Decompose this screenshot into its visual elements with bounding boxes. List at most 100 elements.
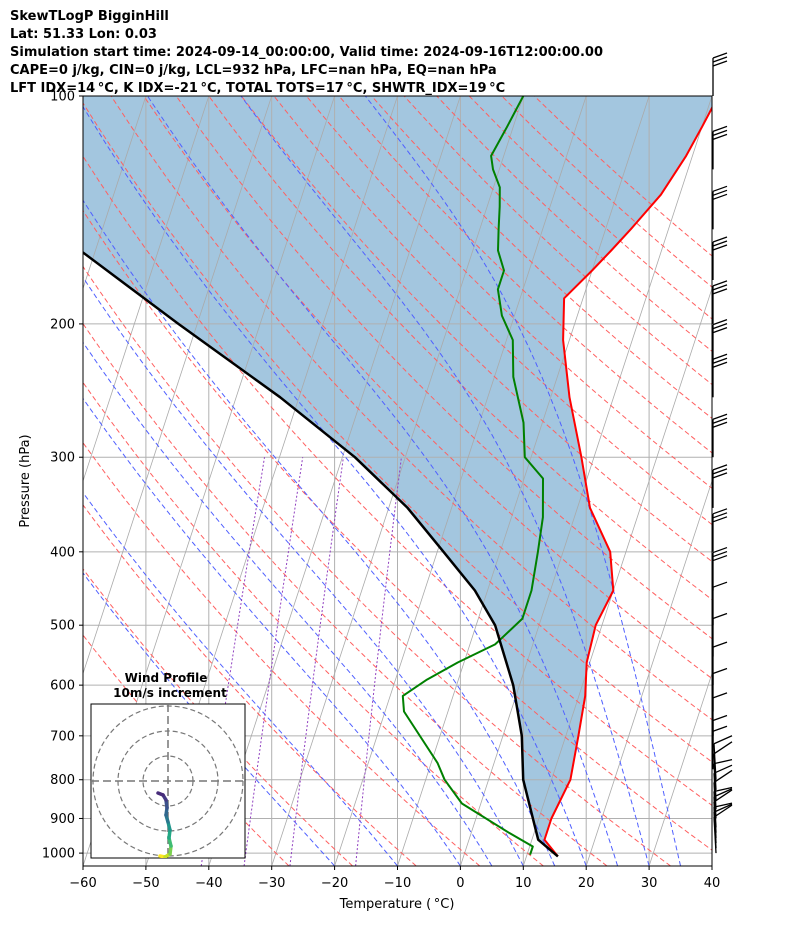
- wind-barb-feather: [712, 612, 728, 620]
- wind-barb-feather: [712, 353, 728, 360]
- y-tick-label: 700: [50, 729, 75, 744]
- mixing-ratio-line: [289, 457, 344, 866]
- isotherm-line: [711, 864, 712, 866]
- hodograph-subtitle: 10m/s increment: [113, 686, 227, 700]
- dry-adiabat: [306, 96, 712, 489]
- wind-barb: [712, 612, 728, 657]
- isotherm-line: [648, 672, 712, 866]
- x-tick-label: −10: [384, 876, 411, 891]
- x-tick-label: 10: [515, 876, 532, 891]
- wind-barb-feather: [712, 417, 728, 424]
- isotherm-line: [83, 96, 84, 98]
- moist-adiabat: [83, 105, 587, 866]
- wind-barb-feather: [712, 125, 728, 132]
- x-tick-label: 0: [456, 876, 464, 891]
- wind-barb-feather: [712, 667, 728, 675]
- moist-adiabat: [83, 276, 524, 866]
- wind-barb: [712, 319, 728, 363]
- y-tick-label: 600: [50, 679, 75, 694]
- wind-barb-feather: [712, 641, 728, 648]
- x-tick-label: −60: [69, 876, 96, 891]
- wind-barb-feather: [712, 185, 728, 192]
- wind-barb-feather: [712, 280, 728, 287]
- wind-barb-feather: [712, 692, 728, 699]
- y-tick-label: 900: [50, 812, 75, 827]
- wind-barb: [713, 735, 733, 780]
- wind-barb-feather: [712, 413, 728, 420]
- wind-barb: [713, 759, 733, 800]
- header-indices-1: CAPE=0 j/kg, CIN=0 j/kg, LCL=932 hPa, LF…: [10, 63, 497, 78]
- wind-barb-feather: [712, 236, 728, 243]
- wind-barb: [712, 125, 728, 170]
- y-tick-label: 100: [50, 90, 75, 105]
- y-axis-label: Pressure (hPa): [18, 434, 33, 527]
- x-tick-label: 20: [578, 876, 595, 891]
- isotherm-line: [83, 96, 147, 290]
- y-tick-label: 200: [50, 317, 75, 332]
- wind-barb-feather: [712, 725, 728, 732]
- wind-barb: [712, 581, 728, 626]
- isotherm-line: [83, 96, 273, 675]
- y-tick-label: 800: [50, 773, 75, 788]
- hodograph-title: Wind Profile: [125, 671, 208, 685]
- wind-barb: [712, 280, 728, 324]
- moist-adiabat: [364, 96, 681, 866]
- wind-barb-feather: [712, 516, 728, 523]
- wind-barb-feather: [712, 56, 728, 63]
- wind-barb-feather: [713, 764, 733, 774]
- y-tick-label: 400: [50, 545, 75, 560]
- wind-barb: [713, 802, 733, 844]
- moist-adiabat: [147, 96, 619, 866]
- wind-barb-feather: [712, 244, 728, 251]
- wind-barb: [712, 353, 728, 398]
- wind-barb: [712, 413, 728, 458]
- wind-barb: [712, 667, 728, 712]
- x-tick-label: 30: [641, 876, 658, 891]
- dry-adiabat: [240, 96, 712, 563]
- wind-barb-feather: [712, 421, 728, 428]
- wind-barb-feather: [712, 550, 728, 558]
- wind-barb-feather: [713, 803, 733, 813]
- header-times: Simulation start time: 2024-09-14_00:00:…: [10, 45, 603, 60]
- wind-barb-feather: [712, 546, 728, 554]
- mixing-ratio-line: [355, 457, 402, 866]
- wind-barb-feather: [713, 741, 733, 755]
- wind-barb-feather: [712, 508, 728, 515]
- dry-adiabat: [83, 504, 417, 866]
- y-tick-label: 500: [50, 619, 75, 634]
- wind-barb-feather: [713, 759, 733, 765]
- dewpoint-profile: [401, 96, 544, 856]
- wind-barb-feather: [712, 60, 728, 67]
- x-tick-label: −20: [321, 876, 348, 891]
- wind-barb-feather: [712, 133, 728, 140]
- wind-barb: [712, 236, 728, 281]
- x-tick-label: −40: [195, 876, 222, 891]
- isotherm-line: [585, 479, 712, 866]
- wind-barb: [712, 546, 728, 591]
- hodograph-trace: [156, 791, 165, 797]
- wind-barb-feather: [713, 788, 733, 798]
- wind-barb-feather: [712, 240, 728, 247]
- wind-barb: [712, 641, 728, 686]
- wind-barb-feather: [712, 512, 728, 519]
- wind-barb-feather: [712, 129, 728, 136]
- wind-barb-feather: [712, 581, 728, 588]
- x-axis-label: Temperature ( °C): [339, 897, 455, 912]
- wind-barb-feather: [712, 464, 728, 471]
- wind-barb-feather: [713, 786, 733, 793]
- moist-adiabat: [83, 397, 461, 866]
- moist-adiabat: [83, 572, 335, 866]
- isotherm-line: [208, 96, 461, 866]
- wind-barb-feather: [712, 357, 728, 364]
- wind-barb-feather: [712, 468, 728, 475]
- dry-adiabat: [83, 441, 481, 866]
- wind-barb-feather: [712, 323, 728, 330]
- wind-barb-feather: [712, 284, 728, 291]
- moist-adiabat: [83, 341, 493, 866]
- wind-barb: [712, 185, 728, 230]
- isotherm-line: [271, 96, 524, 866]
- wind-barb-feather: [712, 327, 728, 334]
- wind-barb: [712, 52, 728, 96]
- wind-barb-feather: [712, 288, 728, 295]
